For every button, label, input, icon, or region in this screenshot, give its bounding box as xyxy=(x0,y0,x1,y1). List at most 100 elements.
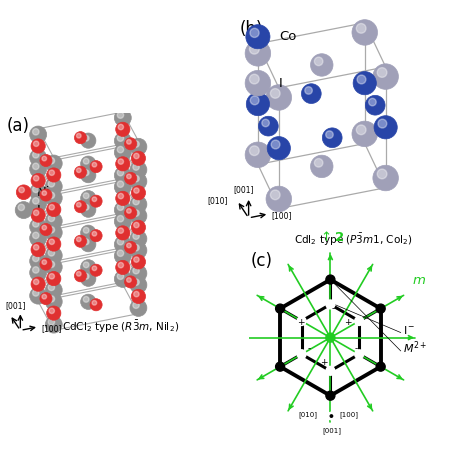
Circle shape xyxy=(314,57,323,66)
Circle shape xyxy=(133,198,139,205)
Circle shape xyxy=(15,201,32,219)
Circle shape xyxy=(46,247,62,264)
Circle shape xyxy=(33,255,39,262)
Circle shape xyxy=(46,306,61,320)
Circle shape xyxy=(267,137,291,160)
Circle shape xyxy=(356,24,366,33)
Text: [001]: [001] xyxy=(234,185,254,194)
Circle shape xyxy=(125,207,137,219)
Circle shape xyxy=(90,161,102,173)
Circle shape xyxy=(114,201,131,219)
Circle shape xyxy=(250,28,259,38)
Circle shape xyxy=(117,273,124,280)
Circle shape xyxy=(92,266,97,270)
Circle shape xyxy=(374,116,397,139)
Circle shape xyxy=(114,167,131,184)
Circle shape xyxy=(271,140,280,149)
Circle shape xyxy=(275,362,284,371)
Circle shape xyxy=(90,299,102,311)
Circle shape xyxy=(116,156,130,171)
Circle shape xyxy=(127,278,131,282)
Circle shape xyxy=(40,189,52,201)
Circle shape xyxy=(30,161,46,177)
Circle shape xyxy=(74,200,87,213)
Circle shape xyxy=(130,242,147,259)
Circle shape xyxy=(298,350,306,358)
Circle shape xyxy=(114,236,131,253)
Circle shape xyxy=(133,233,139,239)
Circle shape xyxy=(81,133,96,148)
Circle shape xyxy=(305,87,312,94)
Circle shape xyxy=(270,190,280,200)
Circle shape xyxy=(30,287,46,304)
Circle shape xyxy=(81,260,96,275)
Circle shape xyxy=(134,188,139,193)
Circle shape xyxy=(133,302,139,308)
Circle shape xyxy=(33,221,39,227)
Circle shape xyxy=(48,284,55,291)
Circle shape xyxy=(46,271,61,286)
Circle shape xyxy=(133,268,139,274)
Circle shape xyxy=(30,195,46,212)
Circle shape xyxy=(130,196,147,213)
Circle shape xyxy=(377,68,387,77)
Circle shape xyxy=(117,215,124,222)
Circle shape xyxy=(114,132,131,149)
Circle shape xyxy=(266,186,292,212)
Circle shape xyxy=(114,270,131,288)
Circle shape xyxy=(48,192,55,199)
Circle shape xyxy=(33,290,39,296)
Circle shape xyxy=(130,138,147,155)
Circle shape xyxy=(81,294,96,309)
Circle shape xyxy=(245,41,271,66)
Circle shape xyxy=(326,333,335,342)
Text: CdI$_2$ type ($P\bar{3}m1$, CoI$_2$): CdI$_2$ type ($P\bar{3}m1$, CoI$_2$) xyxy=(294,232,412,248)
Circle shape xyxy=(76,272,81,276)
Circle shape xyxy=(270,88,280,98)
Circle shape xyxy=(322,128,342,148)
Circle shape xyxy=(46,237,61,251)
Circle shape xyxy=(117,169,124,176)
Circle shape xyxy=(31,277,46,291)
Circle shape xyxy=(30,218,46,235)
Circle shape xyxy=(34,279,39,285)
Text: (a): (a) xyxy=(7,117,30,135)
Circle shape xyxy=(326,391,335,400)
Circle shape xyxy=(131,255,146,269)
Circle shape xyxy=(352,19,377,45)
Circle shape xyxy=(81,168,96,183)
Circle shape xyxy=(76,202,81,207)
Circle shape xyxy=(330,415,333,417)
Circle shape xyxy=(117,181,124,188)
Circle shape xyxy=(83,262,89,268)
Circle shape xyxy=(250,96,259,105)
Circle shape xyxy=(83,239,89,244)
Circle shape xyxy=(249,146,259,156)
Circle shape xyxy=(118,194,124,199)
Circle shape xyxy=(246,25,270,49)
Circle shape xyxy=(118,228,124,233)
Circle shape xyxy=(328,413,335,420)
Circle shape xyxy=(46,189,62,206)
Circle shape xyxy=(133,244,139,251)
Text: I: I xyxy=(279,77,283,90)
Circle shape xyxy=(49,205,55,210)
Circle shape xyxy=(31,243,46,257)
Circle shape xyxy=(46,168,61,182)
Circle shape xyxy=(355,350,363,358)
Circle shape xyxy=(117,238,124,245)
Circle shape xyxy=(131,151,146,165)
Circle shape xyxy=(48,296,55,302)
Circle shape xyxy=(125,276,137,288)
Circle shape xyxy=(46,259,62,275)
Circle shape xyxy=(40,224,52,236)
Circle shape xyxy=(83,135,89,141)
Circle shape xyxy=(31,208,46,222)
Circle shape xyxy=(352,121,377,147)
Circle shape xyxy=(245,70,271,96)
Circle shape xyxy=(114,213,131,230)
Circle shape xyxy=(249,74,259,84)
Circle shape xyxy=(114,144,131,161)
Text: Ni: Ni xyxy=(37,186,51,199)
Text: [001]: [001] xyxy=(6,301,26,310)
